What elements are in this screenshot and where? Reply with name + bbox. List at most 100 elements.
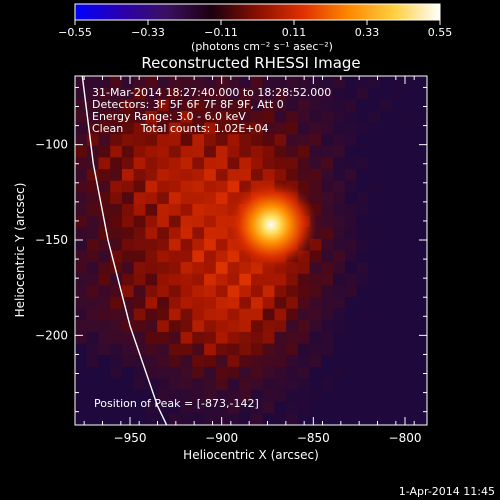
- heatmap-cell: [380, 238, 393, 252]
- heatmap-cell: [286, 308, 299, 321]
- heatmap-cell: [121, 122, 135, 135]
- heatmap-cell: [344, 262, 358, 275]
- heatmap-cell: [309, 366, 322, 380]
- peak-position-label: Position of Peak = [-873,-142]: [94, 397, 259, 410]
- heatmap-cell: [98, 413, 111, 425]
- heatmap-cell: [251, 99, 264, 112]
- heatmap-cell: [133, 378, 146, 391]
- heatmap-cell: [239, 134, 252, 147]
- heatmap-cell: [415, 401, 427, 414]
- heatmap-cell: [251, 122, 264, 135]
- heatmap-cell: [415, 285, 427, 298]
- heatmap-cell: [309, 413, 322, 425]
- heatmap-cell: [286, 273, 299, 286]
- heatmap-cell: [368, 250, 381, 263]
- heatmap-cell: [180, 157, 193, 170]
- heatmap-cell: [403, 262, 416, 275]
- heatmap-cell: [403, 157, 416, 170]
- heatmap-cell: [133, 297, 146, 310]
- heatmap-cell: [204, 157, 217, 170]
- heatmap-cell: [391, 157, 405, 170]
- heatmap-cell: [380, 99, 393, 112]
- heatmap-cell: [333, 413, 346, 425]
- heatmap-cell: [145, 99, 158, 112]
- colorbar-gradient: [74, 3, 441, 21]
- heatmap-cell: [274, 308, 287, 321]
- heatmap-cell: [180, 169, 193, 182]
- heatmap-cell: [168, 378, 182, 391]
- heatmap-cell: [274, 401, 287, 414]
- heatmap-cell: [98, 87, 111, 100]
- heatmap-cell: [145, 250, 158, 263]
- heatmap-cell: [215, 87, 229, 100]
- heatmap-cell: [98, 250, 111, 263]
- heatmap-cell: [333, 355, 346, 368]
- heatmap-cell: [145, 87, 158, 100]
- heatmap-cell: [321, 273, 334, 286]
- heatmap-cell: [344, 273, 358, 286]
- heatmap-cell: [86, 262, 100, 275]
- heatmap-cell: [262, 87, 276, 100]
- heatmap-cell: [274, 76, 287, 89]
- x-tick-label: −800: [389, 431, 422, 445]
- heatmap-cell: [380, 413, 393, 425]
- heatmap-cell: [145, 343, 158, 356]
- heatmap-cell: [227, 122, 240, 135]
- colorbar-units: (photons cm⁻² s⁻¹ asec⁻²): [191, 40, 333, 53]
- heatmap-cell: [215, 378, 229, 391]
- heatmap-cell: [251, 308, 264, 321]
- y-tick-label: −100: [35, 138, 68, 152]
- heatmap-cell: [180, 285, 193, 298]
- heatmap-cell: [168, 203, 182, 217]
- heatmap-cell: [145, 180, 158, 193]
- heatmap-cell: [133, 250, 146, 263]
- heatmap-cell: [180, 378, 193, 391]
- heatmap-cell: [391, 227, 405, 240]
- heatmap-cell: [391, 180, 405, 193]
- heatmap-cell: [297, 413, 311, 425]
- heatmap-cell: [133, 320, 146, 333]
- heatmap-cell: [403, 320, 416, 333]
- heatmap-cell: [227, 343, 240, 356]
- heatmap-cell: [333, 390, 346, 403]
- heatmap-cell: [251, 110, 264, 124]
- heatmap-cell: [321, 215, 334, 228]
- heatmap-cell: [86, 401, 100, 414]
- heatmap-cell: [251, 169, 264, 182]
- heatmap-cell: [415, 203, 427, 217]
- heatmap-cell: [98, 203, 111, 217]
- heatmap-cell: [180, 227, 193, 240]
- heatmap-cell: [157, 215, 170, 228]
- heatmap-cell: [297, 331, 311, 345]
- heatmap-cell: [286, 297, 299, 310]
- heatmap-cell: [321, 227, 334, 240]
- heatmap-cell: [321, 192, 334, 205]
- heatmap-cell: [297, 157, 311, 170]
- heatmap-cell: [403, 134, 416, 147]
- heatmap-cell: [391, 273, 405, 286]
- heatmap-cell: [121, 331, 135, 345]
- heatmap-cell: [286, 390, 299, 403]
- heatmap-cell: [415, 227, 427, 240]
- heatmap-cell: [344, 227, 358, 240]
- heatmap-cell: [344, 238, 358, 252]
- heatmap-cell: [380, 227, 393, 240]
- heatmap-cell: [180, 331, 193, 345]
- heatmap-cell: [321, 390, 334, 403]
- heatmap-cell: [262, 343, 276, 356]
- heatmap-cell: [168, 76, 182, 89]
- heatmap-cell: [368, 285, 381, 298]
- heatmap-cell: [415, 273, 427, 286]
- heatmap-cell: [415, 157, 427, 170]
- heatmap-cell: [274, 169, 287, 182]
- heatmap-cell: [145, 285, 158, 298]
- heatmap-cell: [274, 331, 287, 345]
- heatmap-cell: [110, 134, 123, 147]
- heatmap-cell: [403, 238, 416, 252]
- heatmap-cell: [121, 227, 135, 240]
- heatmap-cell: [356, 203, 369, 217]
- heatmap-cell: [157, 238, 170, 252]
- heatmap-cell: [145, 215, 158, 228]
- heatmap-cell: [157, 76, 170, 89]
- heatmap-cell: [391, 401, 405, 414]
